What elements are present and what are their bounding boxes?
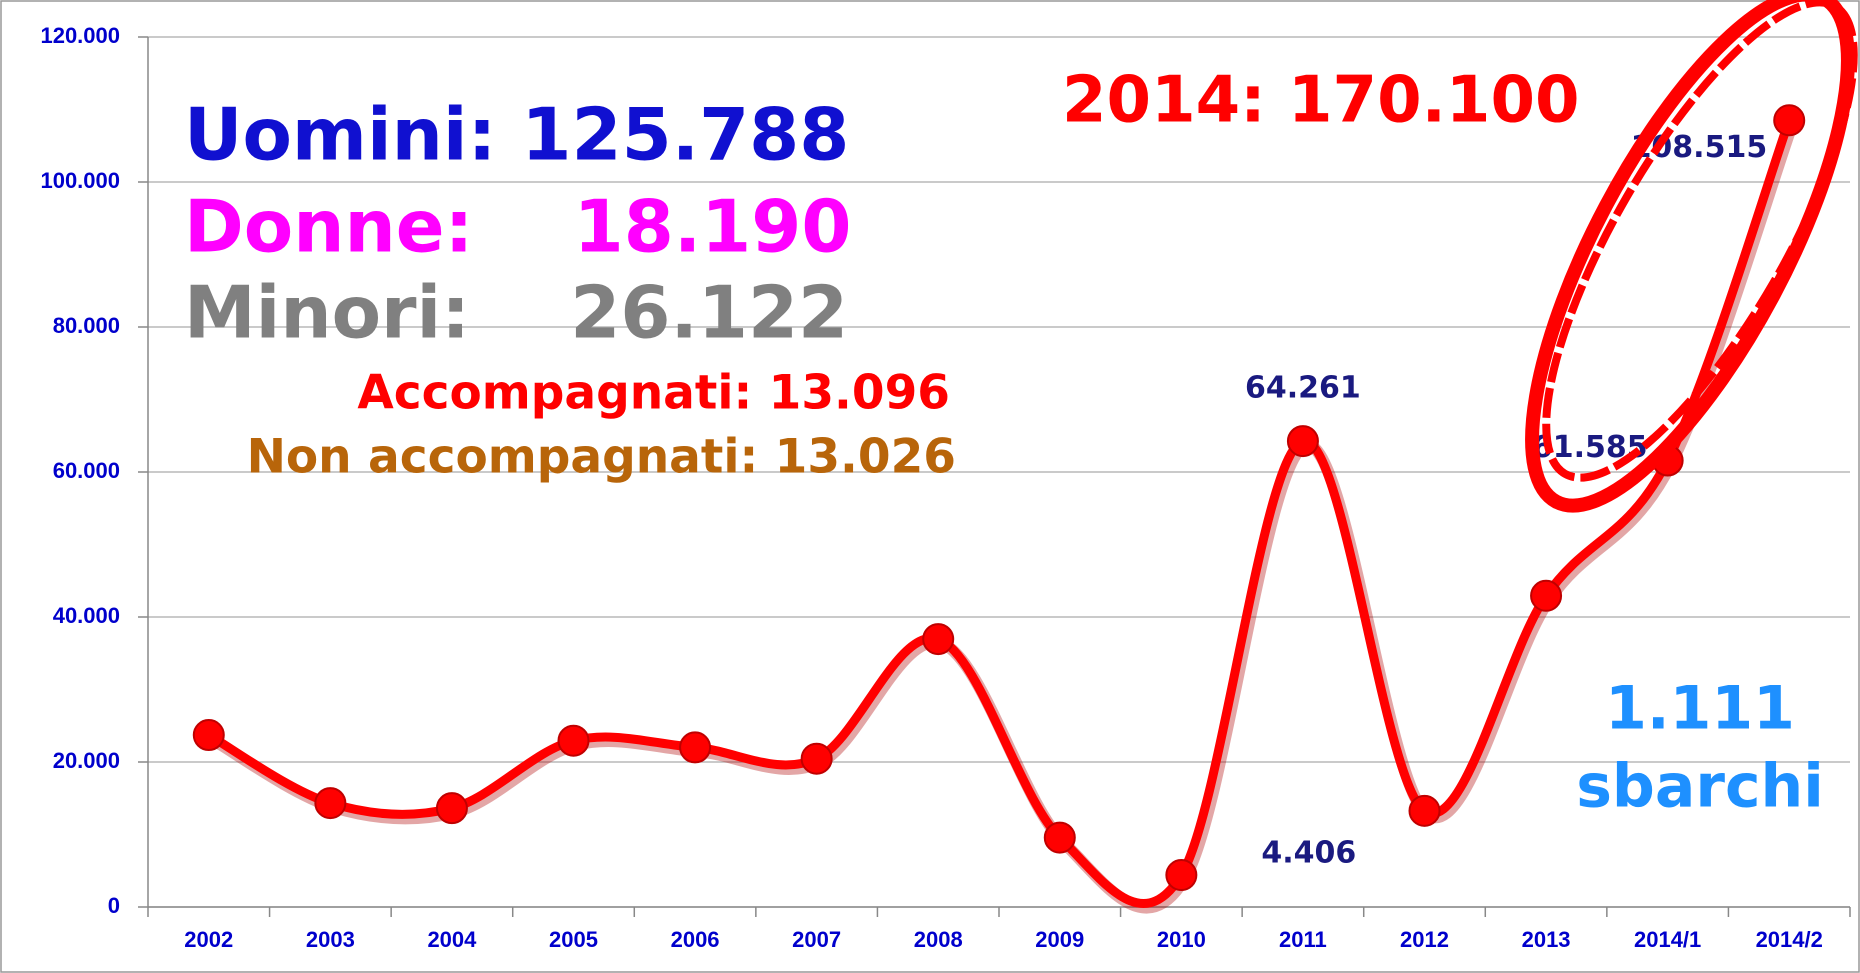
- data-point: [1043, 821, 1076, 854]
- x-tick-label: 2011: [1279, 927, 1327, 952]
- annotation: sbarchi: [1576, 752, 1824, 822]
- data-label: 64.261: [1245, 371, 1361, 406]
- x-tick-label: 2013: [1522, 927, 1571, 952]
- x-tick-label: 2002: [184, 927, 233, 952]
- y-tick-label: 100.000: [40, 168, 120, 193]
- annotation: 1.111: [1605, 674, 1795, 744]
- x-tick-label: 2014/1: [1634, 927, 1701, 952]
- x-tick-label: 2008: [914, 927, 963, 952]
- x-tick-label: 2006: [671, 927, 720, 952]
- x-tick-label: 2014/2: [1756, 927, 1823, 952]
- annotation: Uomini: 125.788: [184, 93, 849, 177]
- y-tick-label: 40.000: [53, 603, 120, 628]
- data-point: [800, 742, 833, 775]
- x-tick-label: 2007: [792, 927, 841, 952]
- x-tick-label: 2012: [1400, 927, 1449, 952]
- data-point: [1530, 579, 1563, 612]
- annotation: Donne: 18.190: [184, 185, 851, 269]
- data-point: [1286, 425, 1319, 458]
- x-tick-label: 2004: [427, 927, 477, 952]
- highlight-circle: [1525, 0, 1858, 513]
- annotation: 2014: 170.100: [1062, 64, 1580, 138]
- y-tick-label: 60.000: [53, 458, 120, 483]
- y-tick-label: 80.000: [53, 313, 120, 338]
- annotation: Accompagnati: 13.096: [357, 366, 950, 421]
- data-point: [922, 623, 955, 656]
- data-point: [435, 792, 468, 825]
- y-tick-label: 20.000: [53, 748, 120, 773]
- x-tick-label: 2003: [306, 927, 355, 952]
- data-point: [1165, 859, 1198, 892]
- annotation: Non accompagnati: 13.026: [247, 430, 956, 485]
- y-tick-label: 0: [108, 893, 120, 918]
- annotation: Minori: 26.122: [184, 271, 848, 355]
- data-point: [1773, 104, 1806, 137]
- data-point: [557, 724, 590, 757]
- x-tick-label: 2009: [1035, 927, 1084, 952]
- data-point: [314, 787, 347, 820]
- data-point: [1408, 794, 1441, 827]
- data-point: [192, 719, 225, 752]
- data-label: 4.406: [1261, 836, 1356, 871]
- data-point: [679, 731, 712, 764]
- x-tick-label: 2005: [549, 927, 598, 952]
- x-tick-label: 2010: [1157, 927, 1206, 952]
- y-tick-label: 120.000: [40, 23, 120, 48]
